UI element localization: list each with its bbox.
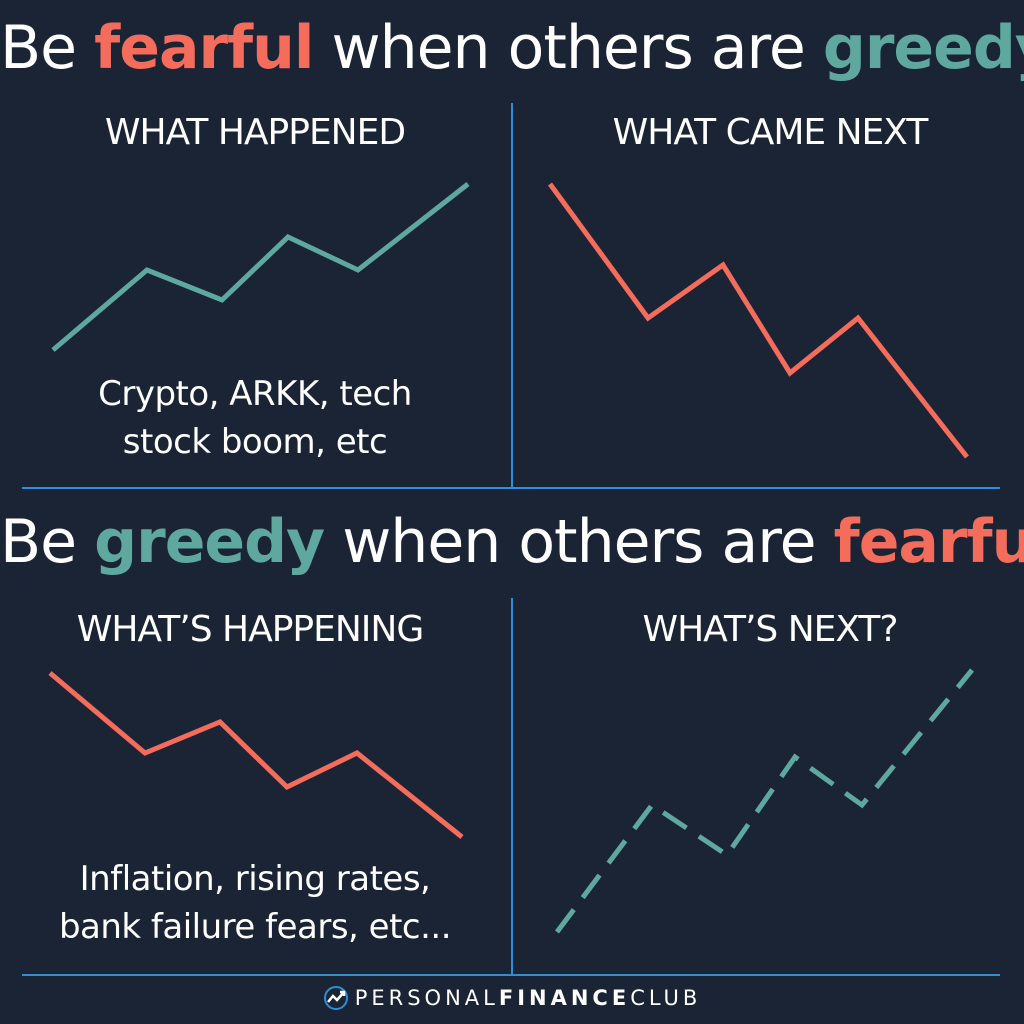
footer-brand: PERSONAL FINANCE CLUB [0, 985, 1024, 1011]
caption-bottom-line1: Inflation, rising rates, [79, 859, 431, 899]
line-whats-next-dashed-rising [554, 668, 974, 934]
caption-top: Crypto, ARKK, tech stock boom, etc [20, 370, 490, 466]
line-what-happened-rising [51, 182, 470, 352]
panel-label-whats-happening: WHAT’S HAPPENING [76, 609, 424, 650]
brand-logo-icon [323, 986, 348, 1010]
caption-bottom: Inflation, rising rates, bank failure fe… [15, 855, 495, 951]
headline-bottom-mid: when others are [324, 507, 834, 577]
panel-label-whats-next: WHAT’S NEXT? [642, 609, 898, 650]
caption-bottom-line2: bank failure fears, etc... [58, 907, 452, 947]
headline-top-word-greedy: greedy [822, 13, 1024, 83]
footer-club: CLUB [630, 986, 702, 1010]
headline-top-word-fearful: fearful [94, 13, 314, 83]
headline-bottom-word-fearful: fearful [833, 507, 1024, 577]
caption-top-line2: stock boom, etc [122, 422, 388, 462]
headline-bottom-word-greedy: greedy [94, 507, 325, 577]
footer-personal: PERSONAL [354, 986, 499, 1010]
footer-finance: FINANCE [498, 986, 631, 1010]
headline-top-pre: Be [0, 13, 95, 83]
caption-top-line1: Crypto, ARKK, tech [98, 374, 412, 414]
headline-top-mid: when others are [313, 13, 823, 83]
headline-top: Be fearful when others are greedy. [0, 18, 1024, 78]
line-what-came-next-falling [547, 182, 969, 459]
headline-bottom-pre: Be [0, 507, 95, 577]
panel-label-what-came-next: WHAT CAME NEXT [612, 112, 929, 153]
headline-bottom: Be greedy when others are fearful. [0, 512, 1024, 572]
panel-label-what-happened: WHAT HAPPENED [104, 112, 406, 153]
line-whats-happening-falling [48, 671, 464, 839]
